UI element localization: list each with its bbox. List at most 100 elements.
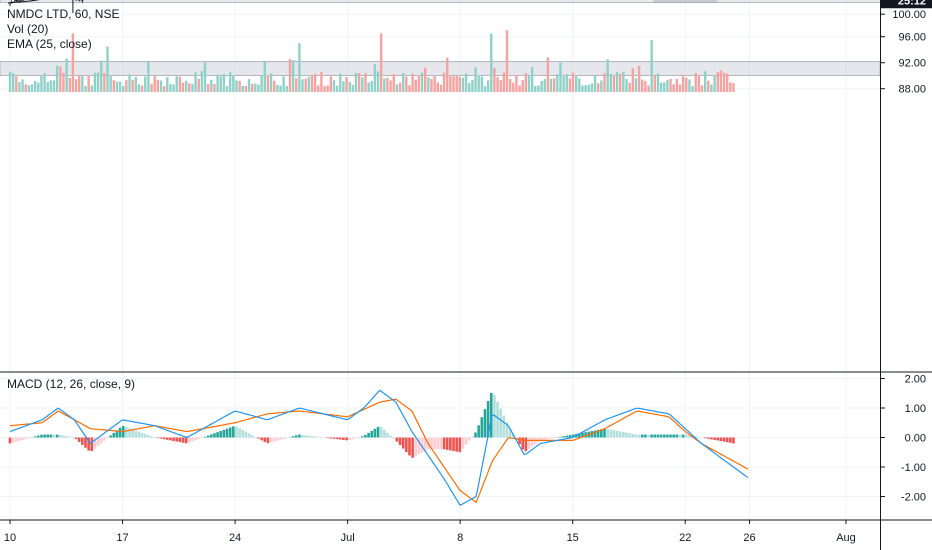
macd-legend[interactable]: MACD (12, 26, close, 9): [7, 377, 136, 391]
macd-histogram-bar: [14, 437, 18, 442]
volume-bar: [659, 82, 663, 92]
ema-legend[interactable]: EMA (25, close): [7, 37, 92, 51]
volume-bar: [530, 67, 534, 92]
macd-histogram-bar: [279, 437, 282, 440]
macd-histogram-bar: [546, 437, 550, 440]
volume-bar: [332, 80, 336, 92]
macd-histogram-bar: [722, 437, 726, 442]
volume-bar: [411, 73, 414, 92]
macd-histogram-bar: [622, 432, 625, 438]
volume-bar: [669, 78, 672, 92]
macd-histogram-bar: [640, 434, 644, 438]
volume-bar: [722, 72, 726, 92]
volume-bar: [524, 73, 528, 92]
macd-histogram-bar: [357, 437, 361, 438]
volume-bar: [644, 81, 647, 92]
volume-bar: [433, 75, 436, 92]
macd-histogram-bar: [109, 435, 112, 438]
macd-histogram-bar: [191, 437, 194, 442]
volume-bar: [222, 73, 226, 92]
time-axis[interactable]: 10 17 24 Jul 8 15 22 26 Aug: [4, 520, 856, 544]
symbol-title[interactable]: NMDC LTD, 60, NSE: [7, 7, 120, 21]
volume-bar: [52, 80, 56, 92]
volume-bar: [153, 76, 156, 92]
macd-histogram-bar: [62, 435, 65, 438]
volume-bar: [172, 84, 175, 92]
volume-bar: [235, 80, 238, 92]
macd-histogram-bar: [659, 434, 663, 438]
macd-histogram-bar: [581, 432, 584, 438]
volume-bar: [348, 81, 351, 92]
volume-bar: [571, 72, 575, 92]
volume-bar: [732, 83, 735, 92]
volume-bar: [703, 71, 707, 92]
volume-bar: [260, 75, 263, 92]
macd-histogram-bar: [603, 428, 606, 438]
macd-histogram-bar: [232, 426, 235, 438]
volume-bar: [247, 79, 251, 92]
volume-bar: [166, 77, 169, 92]
volume-bar: [238, 80, 241, 92]
macd-histogram-bar: [518, 437, 521, 445]
macd-histogram-bar: [203, 436, 207, 438]
macd-histogram-bar: [128, 428, 131, 438]
volume-bar: [15, 76, 18, 92]
volume-legend[interactable]: Vol (20): [7, 22, 49, 36]
volume-bar: [118, 81, 122, 92]
macd-histogram-bar: [326, 437, 329, 439]
macd-histogram-bar: [480, 417, 484, 438]
macd-histogram-bar: [24, 437, 28, 440]
volume-bar: [392, 74, 395, 92]
volume-bar: [269, 73, 273, 92]
volume-bar: [156, 79, 160, 92]
volume-bar: [574, 75, 578, 92]
volume-bar: [568, 78, 572, 92]
macd-histogram-bar: [593, 430, 597, 438]
volume-bar: [474, 67, 477, 92]
macd-histogram-bar: [552, 437, 556, 439]
volume-bar: [581, 85, 584, 92]
macd-histogram-bar: [335, 437, 339, 440]
macd-histogram-bar: [87, 437, 90, 451]
macd-histogram-bar: [219, 430, 223, 438]
macd-histogram-bar: [461, 437, 465, 449]
volume-bar: [184, 80, 188, 92]
macd-histogram-bar: [52, 434, 56, 438]
macd-histogram-bar: [81, 437, 84, 445]
macd-histogram-bar: [672, 434, 675, 438]
volume-bar: [150, 83, 153, 92]
macd-histogram-bar: [719, 437, 723, 442]
volume-bar: [320, 72, 323, 92]
macd-histogram-bar: [30, 437, 34, 438]
macd-histogram-bar: [338, 437, 342, 440]
support-zone: [0, 0, 911, 4]
volume-bar: [122, 85, 125, 92]
volume-bar: [420, 72, 424, 92]
volume-bar: [468, 83, 471, 92]
macd-histogram-bar: [423, 437, 427, 451]
macd-signal-line: [9, 398, 749, 504]
macd-axis-label: 2.00: [905, 374, 926, 386]
volume-bar: [78, 75, 81, 92]
volume-bar: [537, 85, 540, 92]
volume-bar: [210, 79, 213, 92]
macd-histogram-bar: [565, 435, 569, 438]
volume-bar: [512, 82, 515, 92]
macd-histogram-bar: [477, 425, 480, 438]
volume-bar: [33, 80, 37, 92]
macd-histogram-bar: [521, 437, 525, 450]
macd-histogram-bar: [483, 409, 487, 438]
macd-histogram-bar: [8, 437, 12, 444]
volume-bar: [593, 76, 597, 92]
volume-bar: [131, 79, 134, 92]
macd-histogram-bar: [96, 437, 100, 446]
macd-histogram-bar: [678, 434, 682, 438]
macd-histogram-bar: [134, 430, 138, 438]
macd-histogram-bar: [178, 437, 182, 443]
macd-histogram-bar: [33, 436, 37, 438]
macd-histogram-bar: [578, 433, 581, 438]
macd-histogram-bar: [153, 437, 156, 439]
macd-histogram-bar: [549, 437, 553, 439]
